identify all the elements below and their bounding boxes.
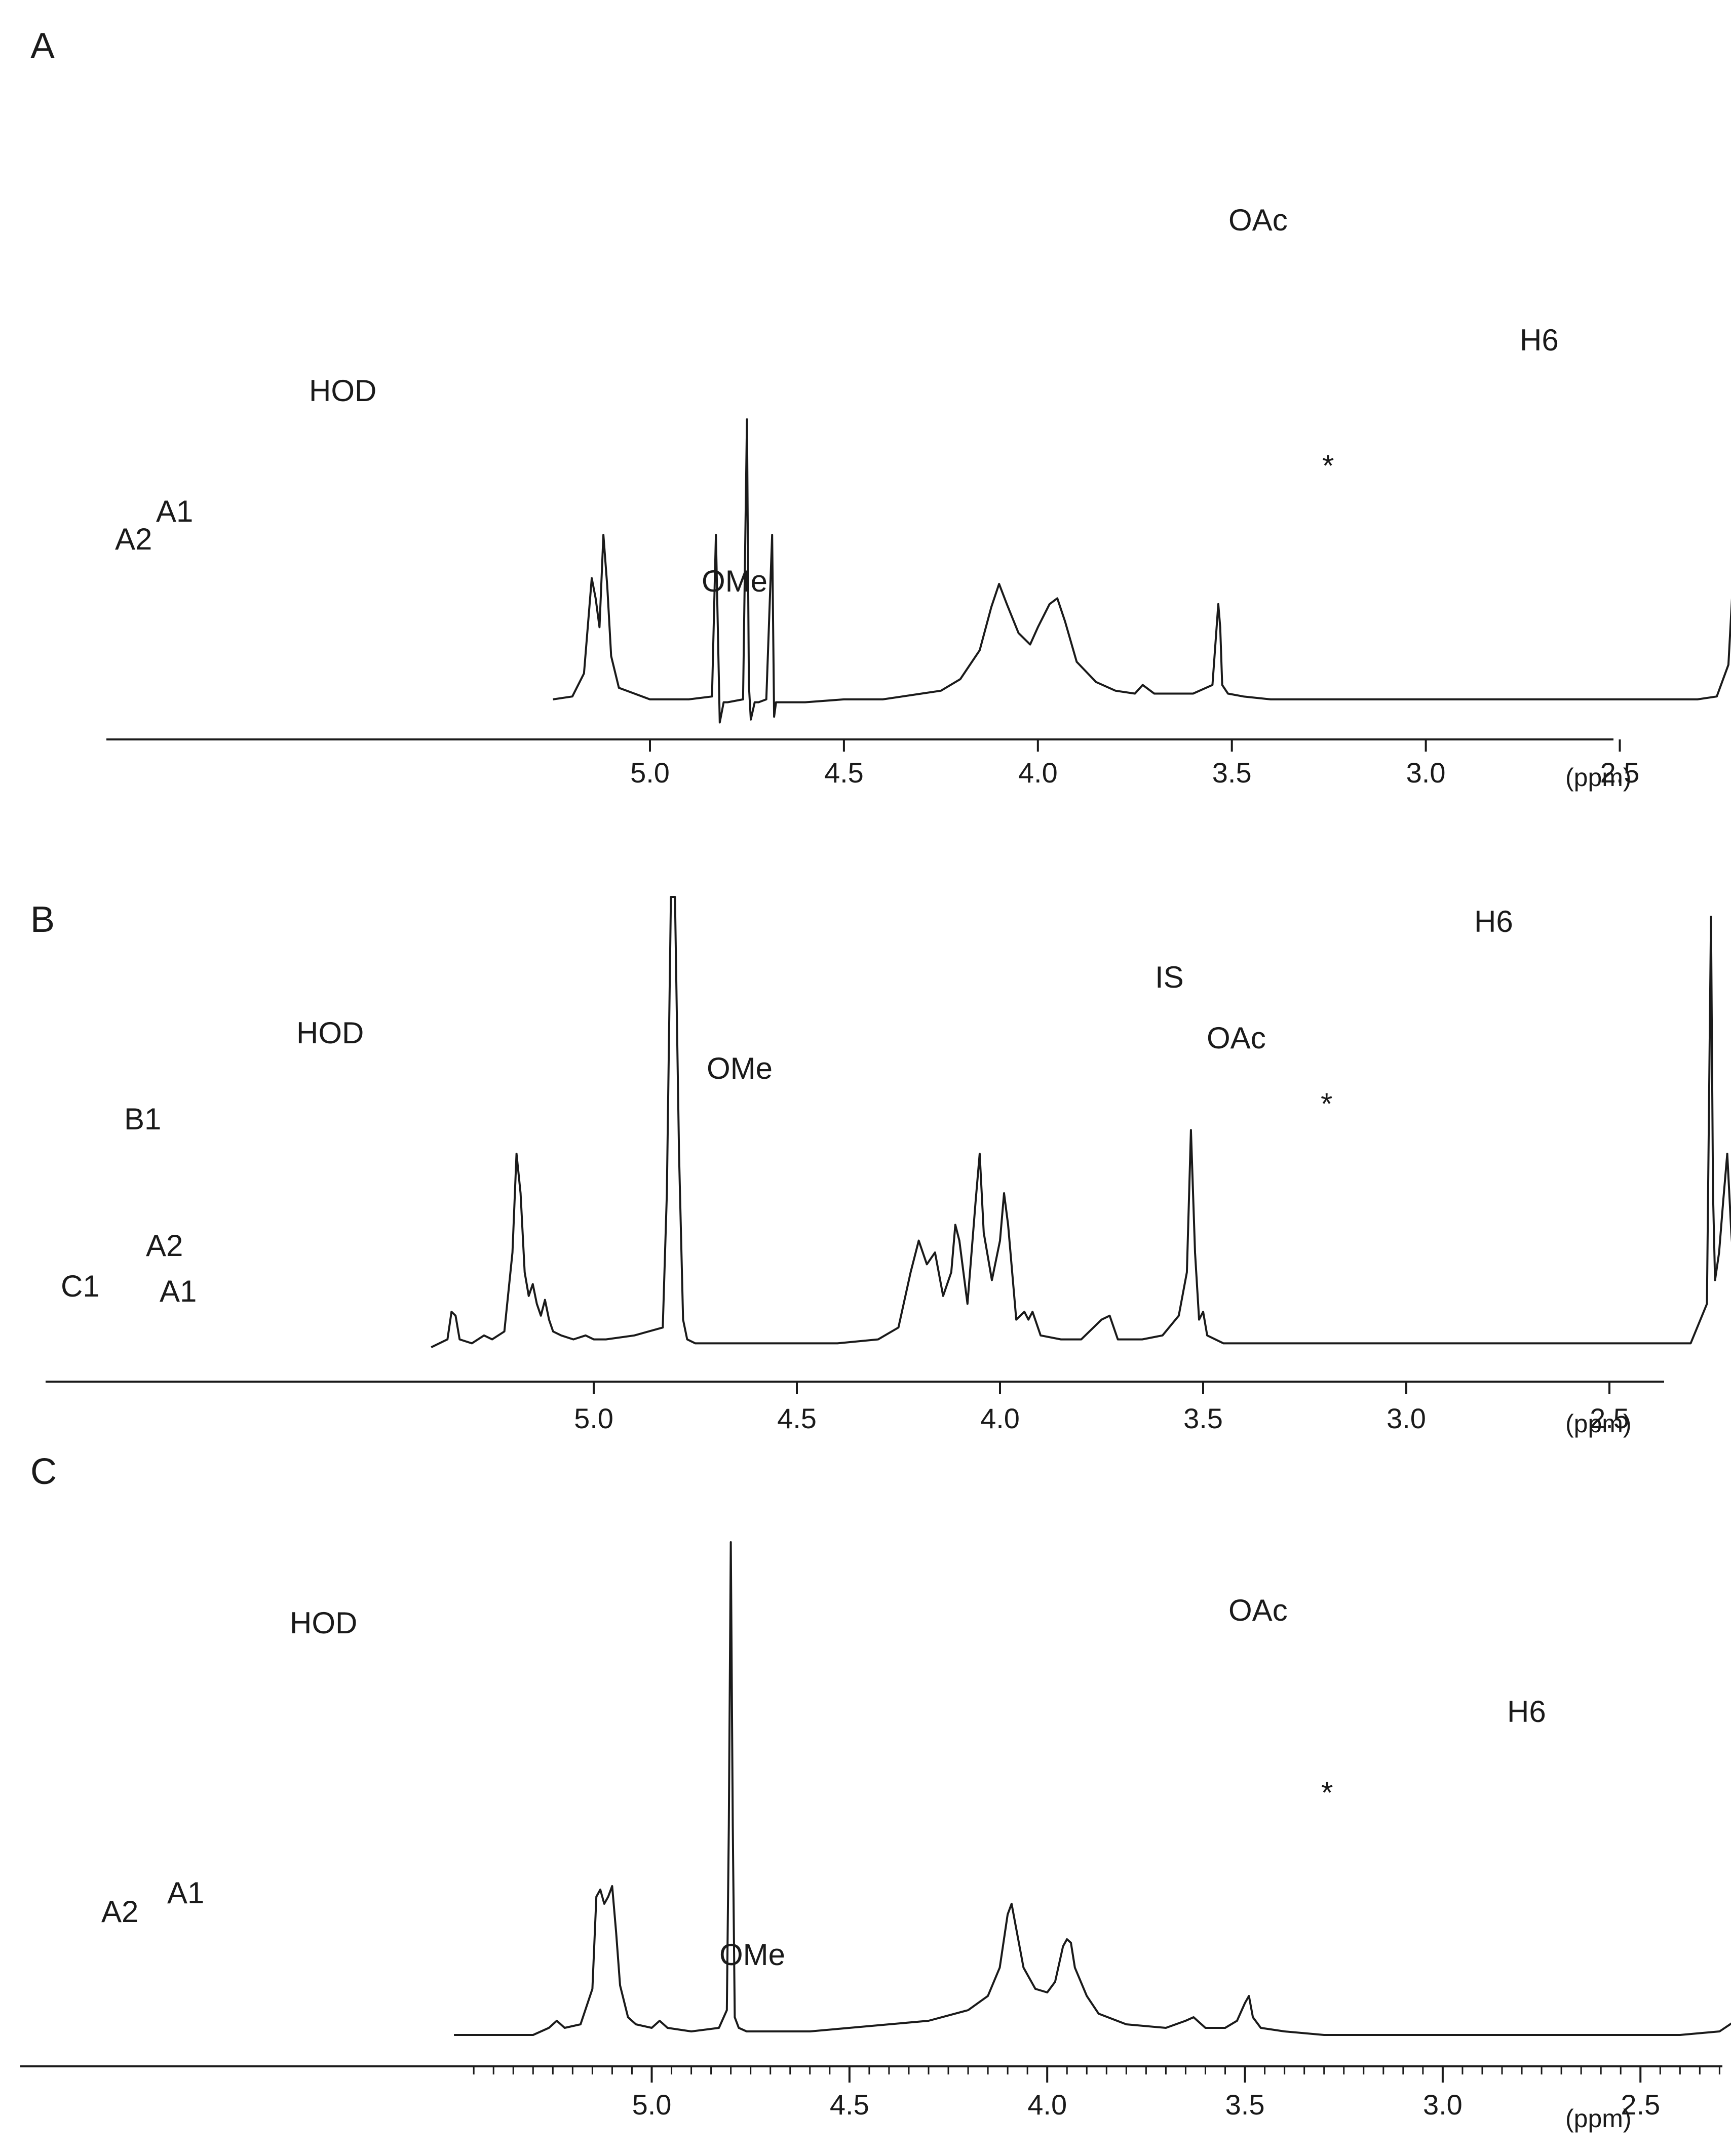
- panel-a-tick-label: 4.5: [824, 757, 864, 789]
- panel-b-spectrum-trace: [431, 896, 1731, 1348]
- panel-a-tick-label: 5.0: [630, 757, 670, 789]
- panel-b-peak-label: B1: [124, 1102, 161, 1136]
- panel-c-peak-label: OAc: [1228, 1593, 1288, 1627]
- panel-b-peak-label: IS: [1155, 960, 1184, 994]
- panel-a-tick-label: 3.5: [1212, 757, 1252, 789]
- panel-b-unit-label: (ppm): [1565, 1409, 1632, 1438]
- panel-a-tick-label: 4.0: [1018, 757, 1058, 789]
- panel-c-peak-label: *: [1321, 1776, 1333, 1810]
- panel-b-tick-label: 4.0: [980, 1402, 1020, 1434]
- panel-c-tick-label: 5.0: [632, 2089, 672, 2121]
- panel-a-spectrum-trace: [553, 418, 1731, 724]
- panel-b-peak-label: *: [1321, 1087, 1332, 1121]
- panel-a-peak-label: HOD: [309, 374, 376, 408]
- panel-c-unit-label: (ppm): [1565, 2104, 1632, 2133]
- panel-b-peak-label: OMe: [707, 1051, 773, 1085]
- panel-c-peak-label: HOD: [290, 1606, 357, 1640]
- panel-a-tick-label: 2.5: [1600, 757, 1640, 789]
- panel-b-tick-label: 2.5: [1590, 1402, 1629, 1434]
- panel-b-peak-label: OAc: [1207, 1021, 1266, 1055]
- panel-b-letter: B: [30, 899, 55, 940]
- panel-b-peak-label: HOD: [296, 1016, 364, 1050]
- panel-b-tick-label: 3.0: [1387, 1402, 1426, 1434]
- panel-b-tick-label: 5.0: [574, 1402, 613, 1434]
- panel-b-tick-label: 4.5: [777, 1402, 817, 1434]
- panel-a-peak-label: *: [1322, 449, 1334, 483]
- panel-b-peak-label: A1: [160, 1274, 197, 1308]
- panel-b-peak-label: H6: [1474, 905, 1513, 938]
- panel-a-peak-label: OAc: [1228, 203, 1288, 237]
- panel-c: C5.04.54.03.53.02.52.01.5(ppm)A2A1HODOMe…: [20, 1452, 1731, 2133]
- panel-a-peak-label: H6: [1520, 323, 1559, 357]
- panel-c-tick-label: 4.0: [1027, 2089, 1067, 2121]
- panel-b-tick-label: 3.5: [1183, 1402, 1223, 1434]
- panel-a-tick-label: 3.0: [1406, 757, 1446, 789]
- panel-a-peak-label: OMe: [702, 564, 767, 598]
- panel-c-peak-label: H6: [1507, 1695, 1546, 1729]
- panel-a: A5.04.54.03.53.02.52.01.5(ppm)A2A1HODOMe…: [30, 26, 1731, 792]
- panel-c-tick-label: 4.5: [830, 2089, 869, 2121]
- panel-c-letter: C: [30, 1452, 57, 1492]
- panel-c-peak-label: A2: [101, 1895, 138, 1929]
- panel-a-unit-label: (ppm): [1565, 763, 1632, 792]
- panel-b-peak-label: C1: [61, 1269, 100, 1303]
- panel-c-tick-label: 3.5: [1225, 2089, 1265, 2121]
- panel-c-tick-label: 3.0: [1423, 2089, 1463, 2121]
- panel-b: B5.04.54.03.53.02.52.01.5(ppm)C1B1A2A1HO…: [30, 896, 1731, 1438]
- panel-c-spectrum-trace: [454, 1541, 1731, 2036]
- panel-c-tick-label: 2.5: [1621, 2089, 1660, 2121]
- panel-a-letter: A: [30, 26, 55, 66]
- panel-a-peak-label: A1: [156, 494, 193, 528]
- panel-c-peak-label: A1: [167, 1876, 204, 1910]
- panel-c-peak-label: OMe: [719, 1938, 785, 1972]
- panel-a-peak-label: A2: [115, 522, 152, 556]
- panel-b-peak-label: A2: [146, 1229, 183, 1263]
